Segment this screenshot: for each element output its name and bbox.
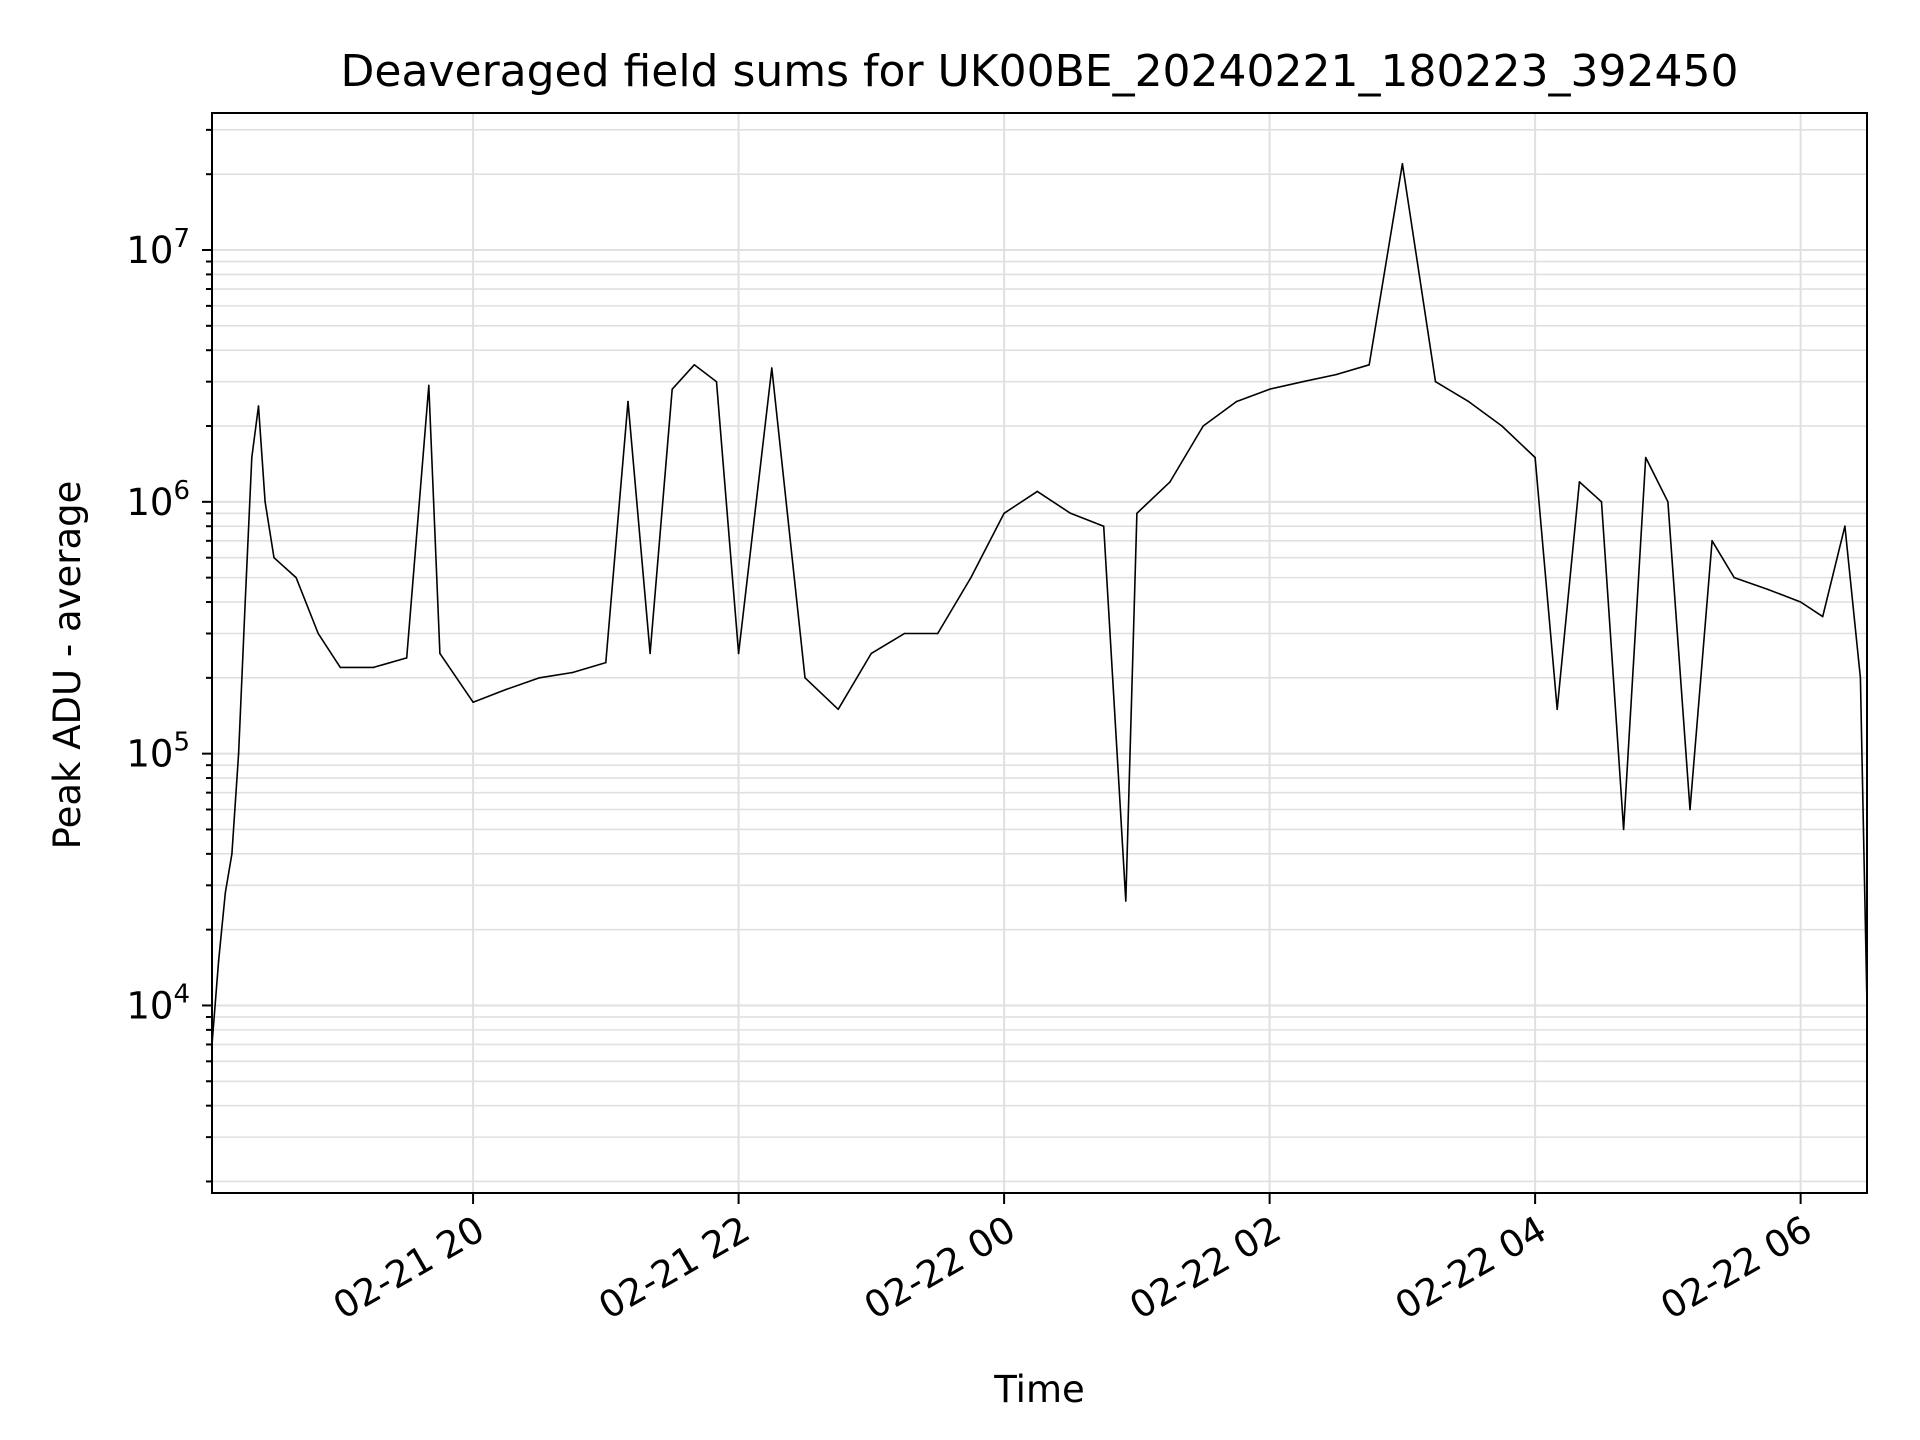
data-point — [1401, 163, 1404, 165]
y-tick-label-exponent: 4 — [173, 979, 190, 1009]
data-point — [671, 388, 673, 391]
data-point — [1368, 364, 1370, 366]
data-point — [1600, 501, 1603, 503]
grid — [212, 113, 1867, 1193]
data-point — [693, 364, 696, 366]
data-point — [1136, 512, 1138, 515]
data-point — [1859, 677, 1862, 679]
data-point — [428, 384, 430, 387]
plot-frame — [211, 112, 1868, 1194]
data-point — [317, 632, 320, 635]
data-point — [771, 367, 773, 369]
data-point — [1733, 576, 1735, 579]
chart-title: Deaveraged field sums for UK00BE_2024022… — [341, 46, 1739, 97]
data-point — [217, 960, 220, 962]
data-point — [231, 853, 233, 855]
data-point — [1434, 380, 1437, 383]
data-point — [1556, 708, 1558, 711]
data-point — [737, 652, 740, 655]
series-line — [211, 163, 1868, 1045]
data-point — [903, 632, 906, 635]
y-tick-label-exponent: 7 — [173, 224, 190, 254]
x-axis-label: Time — [993, 1368, 1085, 1411]
data-point — [257, 405, 260, 407]
y-tick-label-exponent: 6 — [173, 476, 190, 506]
data-point — [1467, 400, 1470, 403]
data-point — [295, 576, 297, 579]
data-point — [571, 671, 574, 674]
data-point — [251, 456, 253, 459]
data-point — [1821, 615, 1824, 618]
data-point — [804, 677, 806, 679]
y-tick-label-base: 10 — [126, 733, 173, 776]
data-point — [1578, 481, 1581, 483]
data-point — [837, 708, 839, 711]
data-point — [472, 701, 474, 703]
data-point — [1003, 512, 1005, 515]
data-point — [1667, 501, 1669, 503]
data-point — [405, 657, 408, 659]
data-point — [870, 652, 873, 655]
data-point — [1711, 540, 1713, 542]
data-point — [1125, 900, 1127, 902]
data-point — [1844, 525, 1846, 527]
data-point — [1102, 525, 1105, 527]
y-tick-label: 104 — [126, 979, 190, 1027]
data-point — [1268, 388, 1271, 391]
data-point — [439, 652, 441, 655]
data-point — [264, 501, 266, 503]
data-point — [649, 652, 651, 655]
y-tick-label-base: 10 — [126, 984, 173, 1027]
data-point — [237, 752, 240, 755]
y-tick-label: 105 — [126, 728, 190, 776]
series-layer — [211, 163, 1868, 1046]
y-tick-label: 106 — [126, 476, 190, 524]
data-point — [1644, 456, 1647, 459]
data-point — [273, 556, 275, 559]
y-tick-label: 107 — [126, 224, 190, 272]
data-point — [1622, 828, 1625, 831]
data-point — [627, 400, 629, 403]
data-point — [1766, 588, 1769, 590]
data-point — [1689, 808, 1691, 811]
data-point — [1036, 490, 1039, 493]
data-point — [1534, 456, 1536, 459]
data-point — [538, 677, 541, 679]
data-point — [1069, 512, 1072, 515]
data-point — [970, 576, 972, 579]
data-point — [224, 892, 227, 894]
y-tick-label-base: 10 — [126, 481, 173, 524]
data-point — [1235, 400, 1238, 403]
data-point — [1302, 380, 1304, 383]
y-axis-label: Peak ADU - average — [46, 481, 89, 850]
data-point — [1202, 425, 1204, 427]
data-point — [505, 688, 508, 691]
y-tick-label-base: 10 — [126, 229, 173, 272]
data-point — [372, 666, 375, 669]
data-point — [1335, 373, 1337, 376]
data-point — [1169, 481, 1171, 483]
y-tick-label-exponent: 5 — [173, 728, 190, 758]
data-point — [715, 380, 718, 383]
data-point — [339, 666, 342, 669]
data-point — [1799, 601, 1802, 603]
data-point — [1501, 425, 1503, 427]
data-point — [244, 601, 246, 603]
data-point — [605, 661, 607, 664]
data-point — [936, 632, 939, 635]
